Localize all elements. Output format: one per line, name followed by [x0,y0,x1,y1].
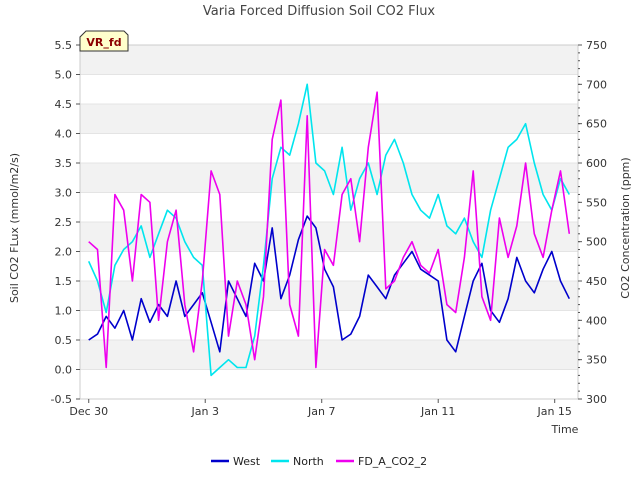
y-tick-label: 4.5 [55,98,73,111]
grid-band [80,222,578,252]
badge-label: VR_fd [86,36,121,49]
badge-frame [79,30,129,52]
y-tick-label: 2.5 [55,216,73,229]
y-tick-label: 0.0 [55,364,73,377]
chart-title: Varia Forced Diffusion Soil CO2 Flux [203,4,436,19]
y-tick-label: 1.5 [55,275,73,288]
grid-band [80,104,578,134]
y-tick-label: 1.0 [55,305,73,318]
y-tick-label: 5.0 [55,69,73,82]
grid-band [80,340,578,370]
y-tick-label: 3.5 [55,157,73,170]
series-line-fd-a-co2-2 [88,91,571,369]
y2-tick-label: 650 [586,118,607,131]
left-axis-ticks: -0.5 0.0 0.5 1.0 1.5 2.0 2.5 3.0 3.5 4.0 4.5 5.0 5.5 [51,39,80,406]
y2-axis-title: CO2 Concentration (ppm) [619,157,632,298]
legend-label-fd-a-co2-2: FD_A_CO2_2 [358,455,427,468]
series-line-west [88,215,571,353]
x-tick-label: Jan 7 [307,405,335,418]
grid-band [80,45,578,75]
grid-bands [80,44,578,400]
legend-label-west: West [233,455,261,468]
right-axis-ticks: 300 350 400 450 500 550 600 650 700 750 [578,39,607,406]
x-axis-ticks: Dec 30 Jan 3 Jan 7 Jan 11 Jan 15 [69,399,572,418]
series-layer [87,83,571,377]
grid-band [80,281,578,311]
y-tick-label: 0.5 [55,334,73,347]
y-axis-title: Soil CO2 FLux (mmol/m2/s) [8,153,21,303]
x-tick-label: Dec 30 [69,405,108,418]
grid-band [80,163,578,193]
y-tick-label: 2.0 [55,246,73,259]
y-tick-label: 5.5 [55,39,73,52]
legend-label-north: North [293,455,324,468]
y-tick-label: 4.0 [55,128,73,141]
y2-tick-label: 550 [586,196,607,209]
x-tick-label: Jan 3 [191,405,219,418]
y-tick-label: 3.0 [55,187,73,200]
y2-tick-label: 300 [586,393,607,406]
y2-tick-label: 750 [586,39,607,52]
y2-tick-label: 450 [586,275,607,288]
x-tick-label: Jan 15 [536,405,571,418]
site-badge: VR_fd [79,30,129,52]
series-line-north [87,83,570,377]
y2-tick-label: 350 [586,354,607,367]
y-tick-label: -0.5 [51,393,72,406]
x-tick-label: Jan 11 [420,405,455,418]
y2-tick-label: 700 [586,78,607,91]
legend: West North FD_A_CO2_2 [211,455,427,468]
y2-tick-label: 400 [586,314,607,327]
y2-tick-label: 500 [586,236,607,249]
y2-tick-label: 600 [586,157,607,170]
x-axis-title: Time [551,423,579,436]
